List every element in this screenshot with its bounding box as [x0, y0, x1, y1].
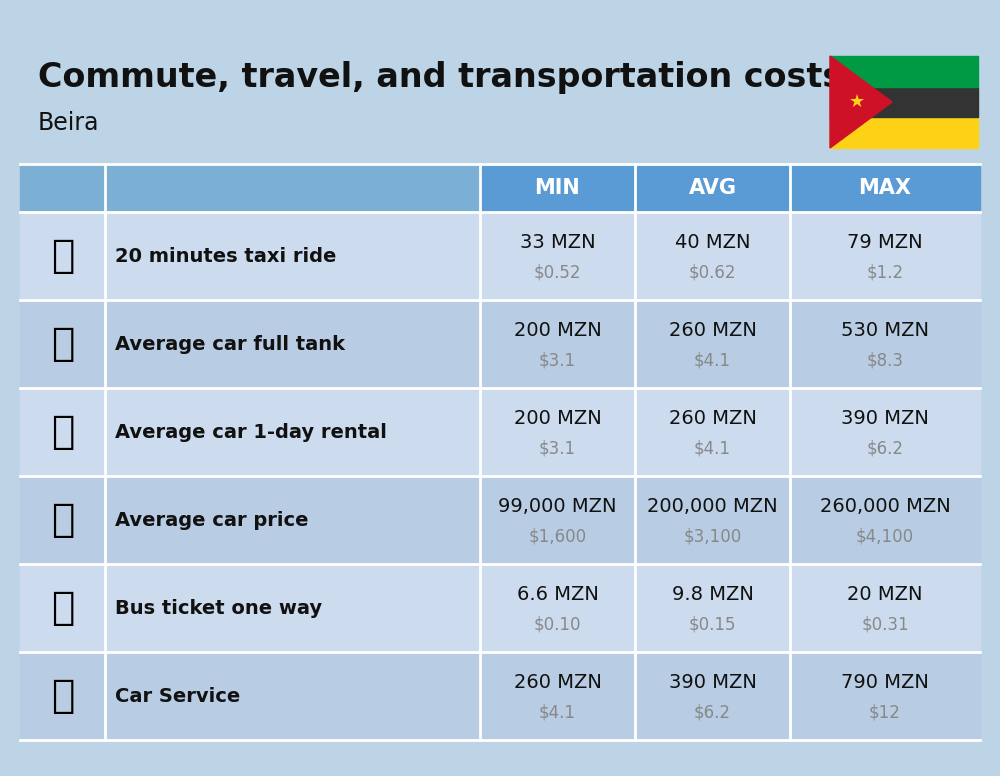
Bar [790, 164, 980, 212]
Text: $4.1: $4.1 [539, 703, 576, 721]
Text: Commute, travel, and transportation costs: Commute, travel, and transportation cost… [38, 61, 842, 94]
Text: ⛽: ⛽ [51, 325, 74, 363]
Text: $8.3: $8.3 [866, 351, 904, 369]
Text: $3.1: $3.1 [539, 439, 576, 457]
Text: $0.31: $0.31 [861, 615, 909, 633]
Text: Average car 1-day rental: Average car 1-day rental [115, 422, 387, 442]
Bar [830, 87, 978, 117]
Text: Bus ticket one way: Bus ticket one way [115, 598, 322, 618]
Text: 260 MZN: 260 MZN [514, 673, 601, 691]
Text: 390 MZN: 390 MZN [841, 408, 929, 428]
Text: 99,000 MZN: 99,000 MZN [498, 497, 617, 515]
Text: 6.6 MZN: 6.6 MZN [517, 584, 598, 604]
Text: 390 MZN: 390 MZN [669, 673, 756, 691]
Bar [830, 117, 978, 148]
Text: Average car price: Average car price [115, 511, 308, 529]
Text: 200 MZN: 200 MZN [514, 320, 601, 340]
Text: 🔧: 🔧 [51, 677, 74, 715]
Text: 200 MZN: 200 MZN [514, 408, 601, 428]
Bar [20, 212, 980, 300]
Text: 🚕: 🚕 [51, 237, 74, 275]
Text: AVG: AVG [688, 178, 736, 198]
Text: $6.2: $6.2 [866, 439, 904, 457]
Text: Beira: Beira [38, 111, 100, 135]
Polygon shape [830, 56, 892, 148]
Bar [20, 652, 980, 740]
Text: 20 MZN: 20 MZN [847, 584, 923, 604]
Text: 260,000 MZN: 260,000 MZN [820, 497, 950, 515]
Text: $4.1: $4.1 [694, 351, 731, 369]
Text: 🚙: 🚙 [51, 413, 74, 451]
Text: 260 MZN: 260 MZN [669, 320, 756, 340]
Bar [635, 164, 790, 212]
Bar [830, 56, 978, 87]
Bar [480, 164, 635, 212]
Bar [20, 476, 980, 564]
Text: 40 MZN: 40 MZN [675, 233, 750, 251]
Text: $0.62: $0.62 [689, 263, 736, 281]
Text: MIN: MIN [535, 178, 580, 198]
Text: $0.10: $0.10 [534, 615, 581, 633]
Text: 260 MZN: 260 MZN [669, 408, 756, 428]
Text: $3,100: $3,100 [683, 527, 742, 545]
Text: $6.2: $6.2 [694, 703, 731, 721]
Text: 200,000 MZN: 200,000 MZN [647, 497, 778, 515]
Text: $4.1: $4.1 [694, 439, 731, 457]
Bar [20, 564, 980, 652]
Text: Car Service: Car Service [115, 687, 240, 705]
Bar [20, 300, 980, 388]
Text: 20 minutes taxi ride: 20 minutes taxi ride [115, 247, 336, 265]
Text: $12: $12 [869, 703, 901, 721]
Text: 🚗: 🚗 [51, 501, 74, 539]
Text: 33 MZN: 33 MZN [520, 233, 595, 251]
Text: MAX: MAX [858, 178, 912, 198]
Text: ★: ★ [849, 93, 865, 111]
Text: $4,100: $4,100 [856, 527, 914, 545]
Text: $0.52: $0.52 [534, 263, 581, 281]
Text: 530 MZN: 530 MZN [841, 320, 929, 340]
Text: 790 MZN: 790 MZN [841, 673, 929, 691]
Text: 79 MZN: 79 MZN [847, 233, 923, 251]
Text: $3.1: $3.1 [539, 351, 576, 369]
Text: Average car full tank: Average car full tank [115, 334, 345, 354]
Text: 🚌: 🚌 [51, 589, 74, 627]
Text: $0.15: $0.15 [689, 615, 736, 633]
Text: $1.2: $1.2 [866, 263, 904, 281]
Text: 9.8 MZN: 9.8 MZN [672, 584, 753, 604]
Text: $1,600: $1,600 [528, 527, 587, 545]
Bar [20, 164, 480, 212]
Bar [20, 388, 980, 476]
